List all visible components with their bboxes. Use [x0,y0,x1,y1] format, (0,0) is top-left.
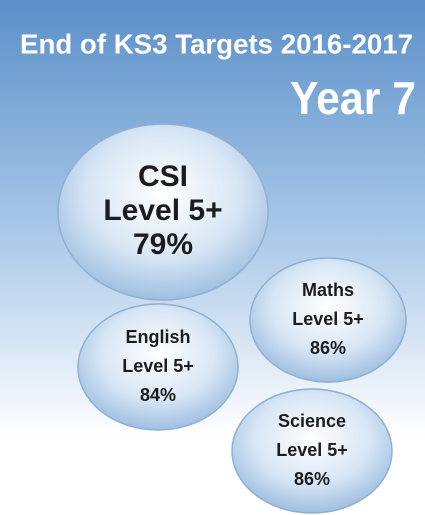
title: End of KS3 Targets 2016-2017 [20,28,413,59]
subtitle: Year 7 [290,72,416,124]
bubble-text: Maths [302,280,354,300]
bubble-text: 86% [294,469,330,489]
bubble [77,303,239,431]
bubble-text: Science [278,411,346,431]
bubble-text: Level 5+ [276,440,348,460]
bubble-text: 86% [310,338,346,358]
bubble-text: 84% [140,385,176,405]
bubble-text: Level 5+ [103,194,222,227]
bubble-text: English [125,327,190,347]
bubble [57,123,269,301]
bubble-text: Level 5+ [292,309,364,329]
bubble-text: Level 5+ [122,356,194,376]
bubble-text: 79% [133,228,193,261]
bubble [249,257,407,383]
bubble [231,388,393,514]
bubble-text: CSI [138,160,188,193]
